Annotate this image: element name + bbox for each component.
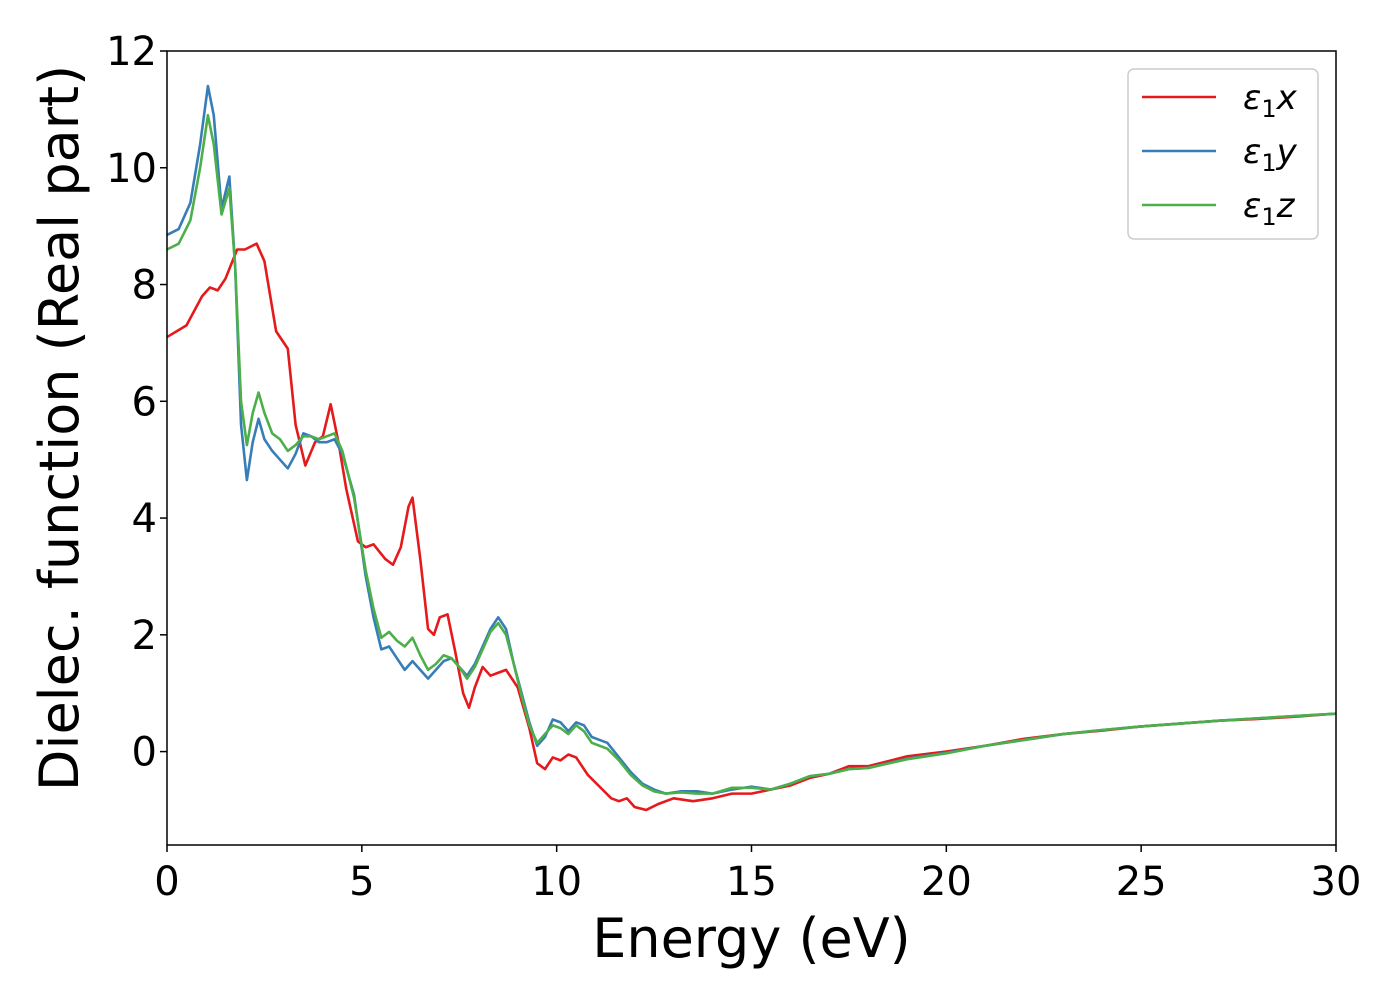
y-tick-label: 4 (132, 496, 157, 542)
legend-box (1127, 68, 1319, 240)
x-tick-label: 15 (726, 859, 777, 905)
y-tick-label: 6 (132, 379, 157, 425)
legend-label-y: ε1y (1243, 132, 1298, 177)
series-line-x (166, 242, 1337, 812)
y-tick-label: 10 (106, 146, 157, 192)
x-axis-title: Energy (eV) (592, 907, 911, 970)
y-tick-label: 0 (132, 730, 157, 776)
x-tick-label: 0 (154, 859, 179, 905)
y-tick-label: 8 (132, 263, 157, 309)
x-tick-label: 30 (1311, 859, 1362, 905)
x-tick-label: 10 (531, 859, 582, 905)
series-line-z (166, 113, 1337, 795)
x-axis-ticks: 0 5 10 15 20 25 30 (154, 845, 1361, 905)
y-tick-label: 12 (106, 29, 157, 75)
legend-label-x: ε1x (1243, 78, 1298, 123)
y-axis-title: Dielec. function (Real part) (28, 65, 91, 791)
x-tick-label: 25 (1116, 859, 1167, 905)
x-tick-label: 5 (349, 859, 374, 905)
legend: ε1x ε1y ε1z (1127, 68, 1319, 240)
y-axis-ticks: 0 2 4 6 8 10 12 (106, 29, 167, 776)
y-tick-label: 2 (132, 613, 157, 659)
series-layer (166, 84, 1337, 812)
x-tick-label: 20 (921, 859, 972, 905)
legend-label-z: ε1z (1243, 186, 1296, 231)
